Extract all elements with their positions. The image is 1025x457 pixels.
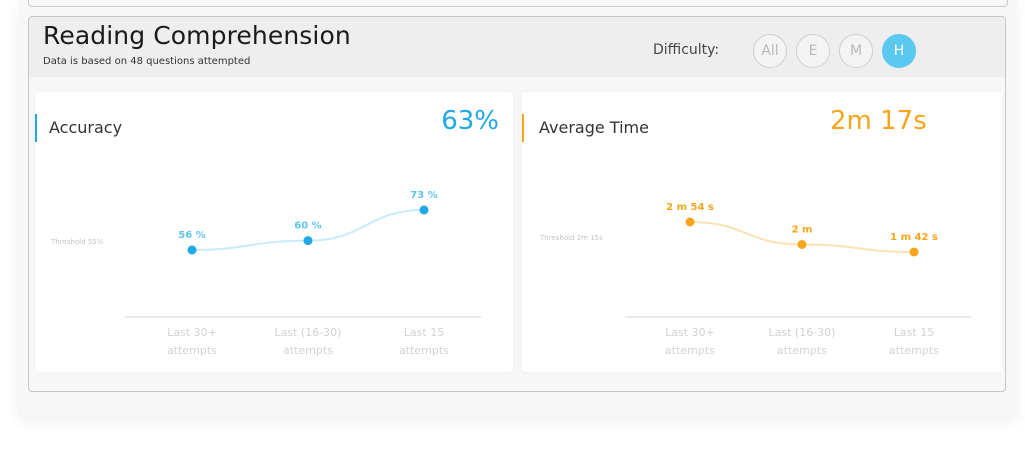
x-tick-label: Last 15 [894,326,934,339]
section-header: Reading Comprehension Data is based on 4… [29,17,1005,77]
threshold-label: Threshold 55% [50,238,104,246]
x-tick-label: Last 15 [404,326,444,339]
data-label: 2 m 54 s [666,202,714,213]
x-tick-label-line2: attempts [665,344,715,357]
accuracy-panel: Accuracy 63% Threshold 55% 56 % 60 % 73 % La… [35,92,513,372]
reading-comprehension-section: Reading Comprehension Data is based on 4… [28,16,1006,392]
data-point [797,240,807,249]
section-subtitle: Data is based on 48 questions attempted [43,56,251,67]
accuracy-accent-bar [35,114,37,142]
average-time-accent-bar [522,114,524,142]
x-tick-label-line2: attempts [777,344,827,357]
data-point [419,205,429,215]
data-point [685,217,695,227]
data-label: 1 m 42 s [890,232,938,243]
data-point [303,236,313,246]
data-label: 73 % [410,190,437,201]
x-tick-label-line2: attempts [283,344,333,357]
accuracy-title: Accuracy [49,118,123,137]
average-time-value: 2m 17s [830,106,927,136]
x-tick-label-line2: attempts [889,344,939,357]
section-title: Reading Comprehension [43,21,351,50]
x-tick-label: Last 30+ [167,326,217,339]
average-time-title: Average Time [539,118,649,137]
difficulty-label: Difficulty: [653,42,720,58]
average-time-chart: Threshold 2m 15s 2 m 54 s 2 m 1 m 42 s Last … [539,202,971,357]
data-point [909,247,919,257]
data-label: 2 m [792,225,813,236]
average-time-panel: Average Time 2m 17s Threshold 2m 15s 2 m … [522,92,1002,372]
accuracy-chart: Threshold 55% 56 % 60 % 73 % Last 30+ attempt… [50,190,481,357]
x-tick-label-line2: attempts [399,344,449,357]
x-tick-label-line2: attempts [167,344,217,357]
data-label: 56 % [178,230,205,241]
difficulty-medium-button[interactable]: M [839,34,873,68]
accuracy-value: 63% [441,106,499,136]
previous-section-card [28,0,1008,7]
difficulty-all-button[interactable]: All [753,34,787,68]
x-tick-label: Last (16-30) [275,326,342,339]
data-label: 60 % [294,221,321,232]
difficulty-hard-button[interactable]: H [882,34,916,68]
x-tick-label: Last 30+ [665,326,715,339]
data-point [187,245,197,255]
difficulty-easy-button[interactable]: E [796,34,830,68]
threshold-label: Threshold 2m 15s [539,234,603,242]
x-tick-label: Last (16-30) [769,326,836,339]
